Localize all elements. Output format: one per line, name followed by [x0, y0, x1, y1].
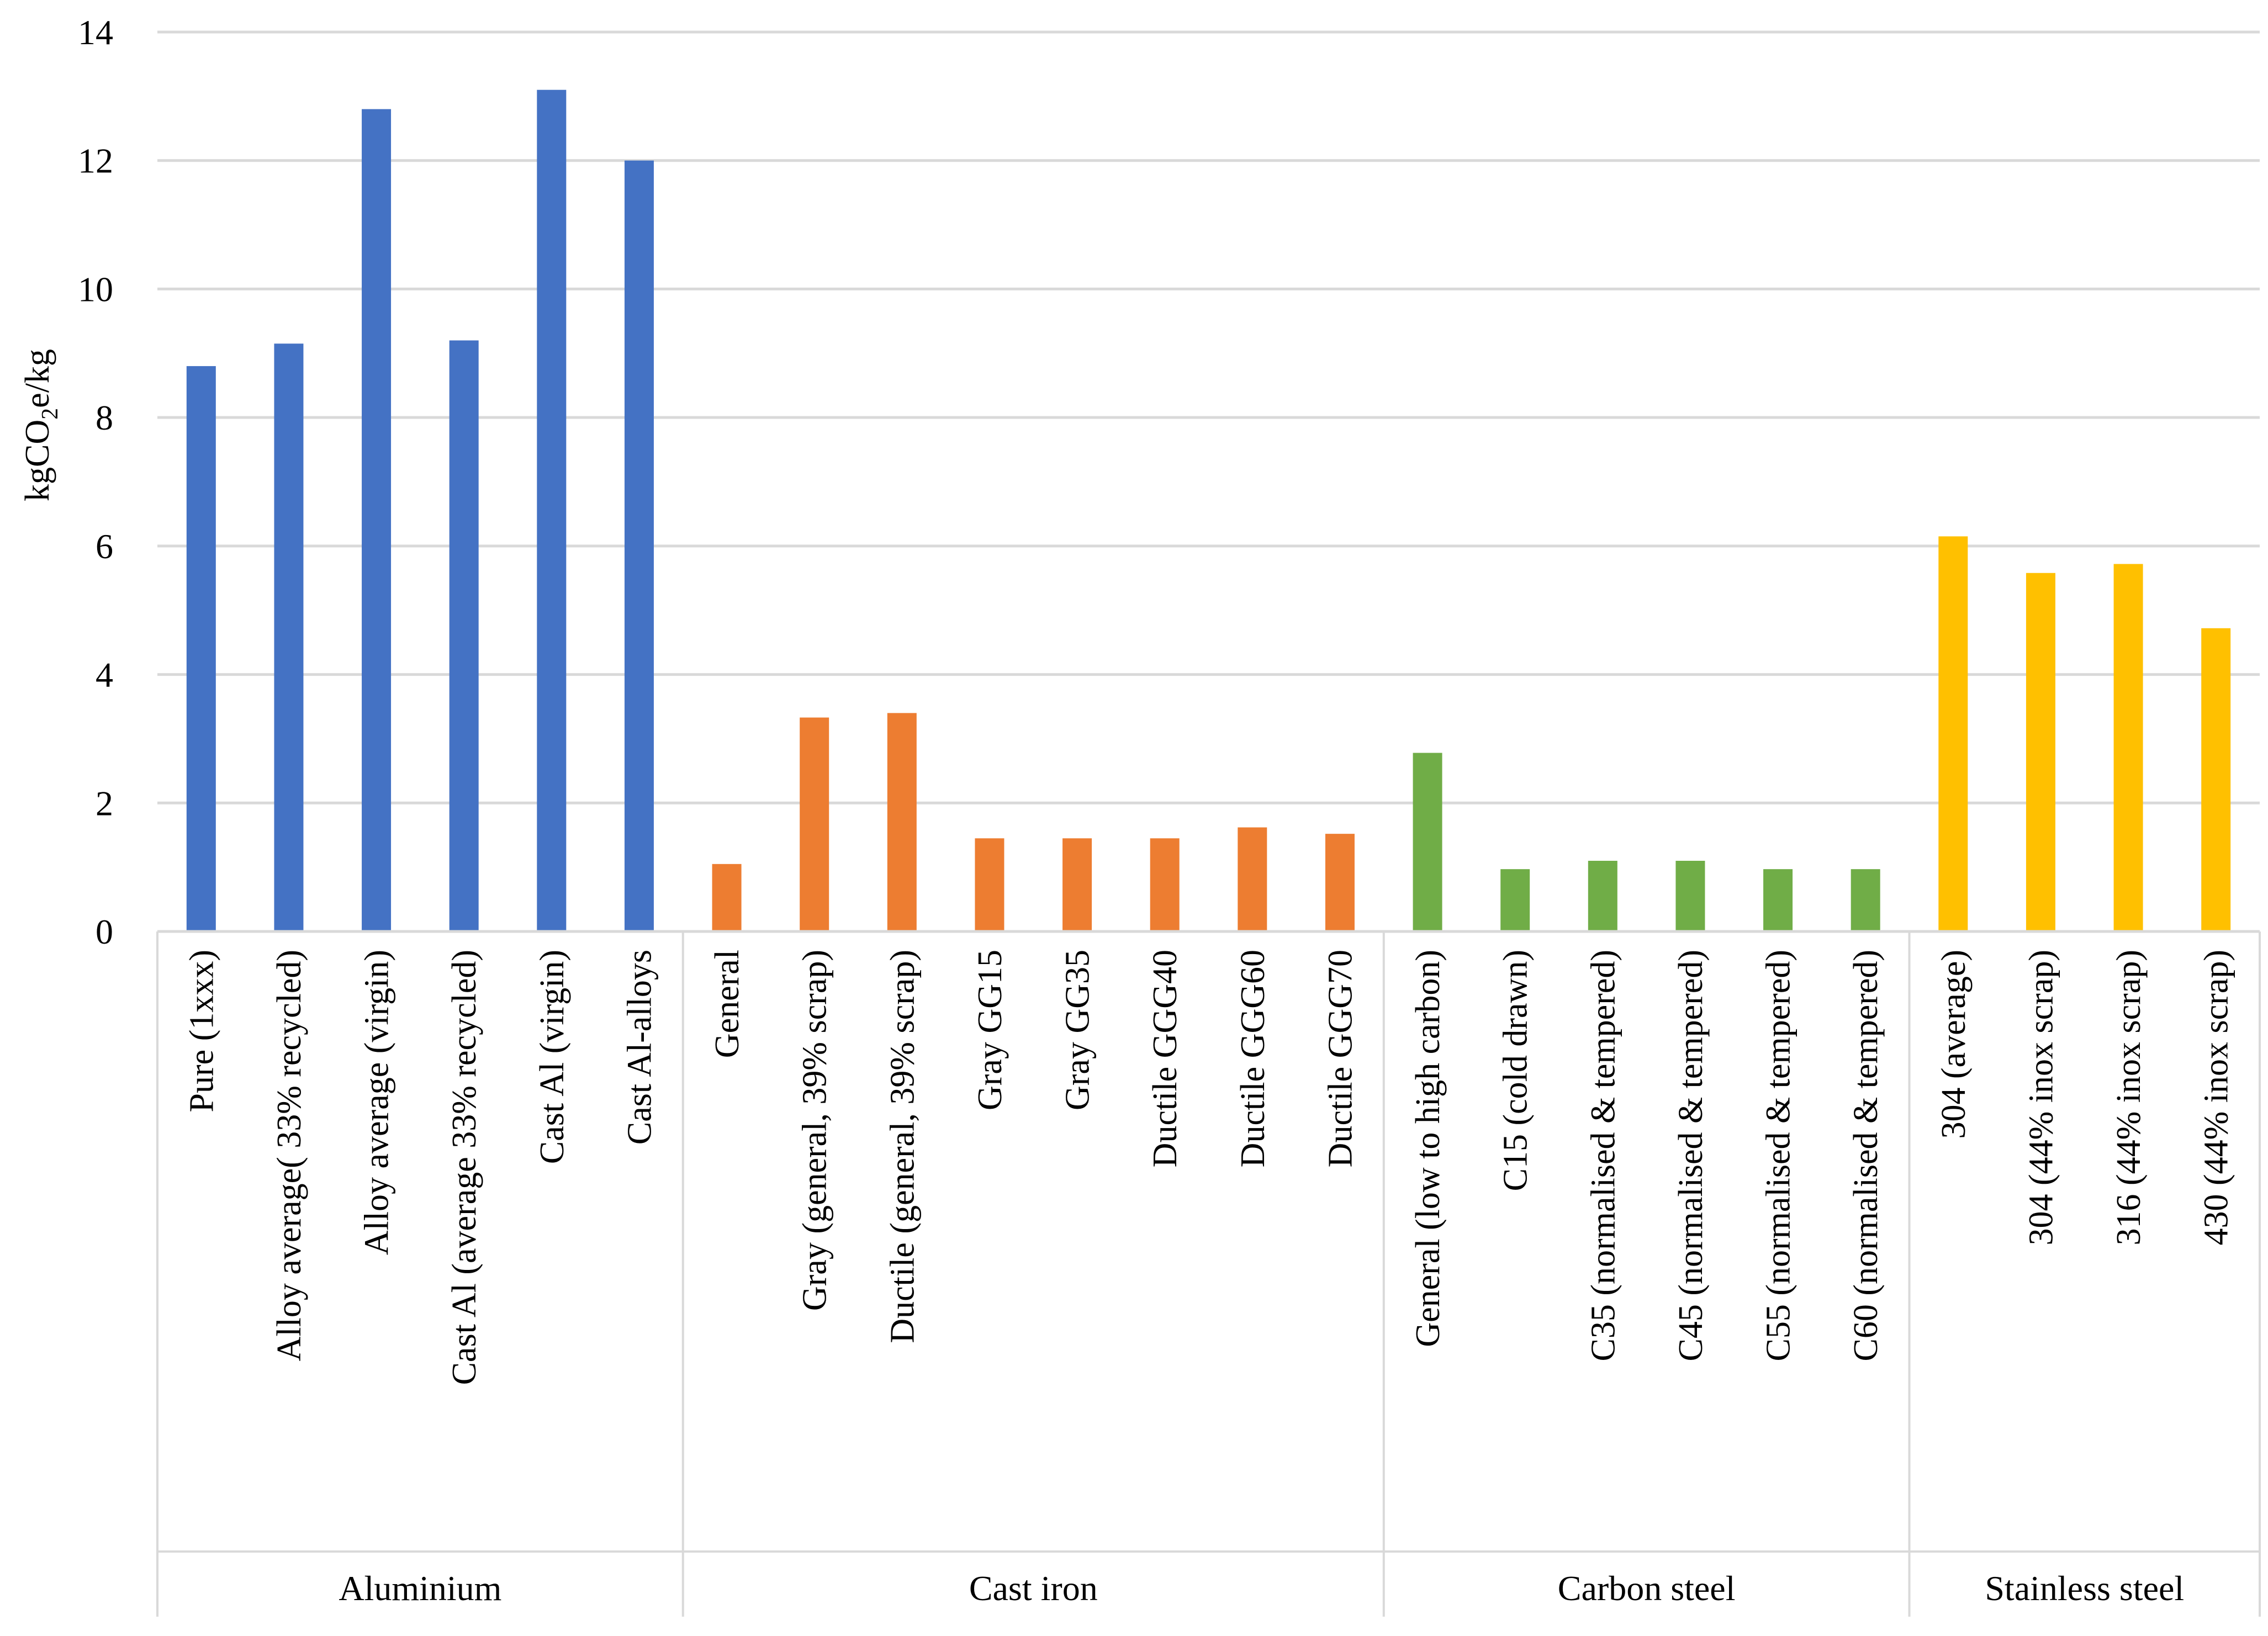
x-category-label: 304 (44% inox scrap) [2022, 950, 2060, 1245]
bar-cast-iron-2 [800, 717, 829, 931]
bar-carbon-steel-3 [1588, 861, 1617, 931]
bar-stainless-steel-4 [2201, 628, 2231, 931]
x-group-label-cast-iron: Cast iron [969, 1569, 1098, 1608]
x-axis: Pure (1xxx) Alloy average( 33% recycled) A… [156, 930, 2261, 1617]
x-category-label: Cast Al-alloys [621, 950, 658, 1145]
bar-aluminium-5 [537, 89, 567, 931]
bar-carbon-steel-2 [1500, 869, 1530, 931]
bar-carbon-steel-4 [1675, 861, 1705, 931]
y-tick-label-6: 6 [96, 527, 113, 566]
bar-cast-iron-6 [1150, 838, 1180, 931]
x-category-label: Gray GG15 [971, 950, 1009, 1110]
x-category-label: Gray (general, 39% scrap) [796, 950, 834, 1311]
y-tick-label-14: 14 [78, 13, 113, 52]
bar-cast-iron-4 [975, 838, 1005, 931]
bar-cast-iron-8 [1325, 834, 1355, 931]
x-category-label: General [709, 950, 746, 1058]
x-group-label-stainless-steel: Stainless steel [1985, 1569, 2184, 1608]
bar-carbon-steel-5 [1763, 869, 1793, 931]
x-category-label: C60 (normalised & tempered) [1847, 950, 1885, 1362]
bar-cast-iron-7 [1238, 827, 1267, 931]
bar-aluminium-2 [274, 343, 304, 931]
x-category-label: Alloy average (virgin) [358, 950, 396, 1255]
x-category-label: General (low to high carbon) [1409, 950, 1447, 1347]
bars [186, 89, 2231, 932]
x-category-label: C45 (normalised & tempered) [1672, 950, 1710, 1362]
y-axis-title-part-2: e/kg [19, 349, 56, 408]
y-tick-label-10: 10 [78, 269, 113, 309]
x-category-label: C15 (cold drawn) [1497, 950, 1535, 1191]
bar-stainless-steel-3 [2113, 564, 2143, 931]
bar-aluminium-1 [186, 366, 216, 931]
y-tick-label-0: 0 [96, 912, 113, 951]
x-group-label-carbon-steel: Carbon steel [1558, 1569, 1736, 1608]
x-category-label: Alloy average( 33% recycled) [271, 950, 308, 1361]
y-axis-ticks: 0 2 4 6 8 10 12 14 [78, 13, 113, 951]
x-category-label: Cast Al (virgin) [533, 950, 571, 1164]
bar-cast-iron-3 [887, 713, 917, 931]
bar-aluminium-6 [624, 160, 654, 931]
bar-cast-iron-1 [712, 864, 742, 931]
x-category-label: Ductile GGG40 [1146, 950, 1184, 1167]
bar-carbon-steel-1 [1413, 753, 1442, 931]
bar-stainless-steel-2 [2026, 573, 2055, 931]
gridlines [157, 30, 2260, 804]
y-tick-label-2: 2 [96, 783, 113, 823]
bar-cast-iron-5 [1062, 838, 1092, 931]
x-category-label: 430 (44% inox scrap) [2198, 950, 2235, 1245]
y-tick-label-8: 8 [96, 398, 113, 437]
x-group-label-aluminium: Aluminium [339, 1569, 501, 1608]
x-category-label: Cast Al (average 33% recycled) [446, 950, 483, 1385]
y-tick-label-4: 4 [96, 655, 113, 695]
y-tick-label-12: 12 [78, 141, 113, 181]
y-axis-title-part-1: kgCO [19, 420, 56, 501]
x-category-label: Gray GG35 [1059, 950, 1097, 1110]
x-category-label: 316 (44% inox scrap) [2110, 950, 2148, 1245]
x-category-label: Ductile GGG60 [1234, 950, 1272, 1167]
x-category-label: Ductile (general, 39% scrap) [884, 950, 921, 1343]
y-axis-title: kgCO2e/kg [19, 349, 63, 501]
x-category-label: Pure (1xxx) [183, 950, 220, 1112]
bar-carbon-steel-6 [1851, 869, 1880, 931]
bar-aluminium-3 [362, 109, 392, 932]
x-category-label: 304 (average) [1935, 950, 1973, 1139]
bar-aluminium-4 [449, 340, 479, 931]
y-axis-title-subscript: 2 [38, 408, 63, 420]
bar-stainless-steel-1 [1938, 536, 1968, 931]
x-category-label: Ductile GGG70 [1321, 950, 1359, 1167]
x-category-label: C55 (normalised & tempered) [1760, 950, 1798, 1362]
x-category-label: C35 (normalised & tempered) [1584, 950, 1622, 1362]
